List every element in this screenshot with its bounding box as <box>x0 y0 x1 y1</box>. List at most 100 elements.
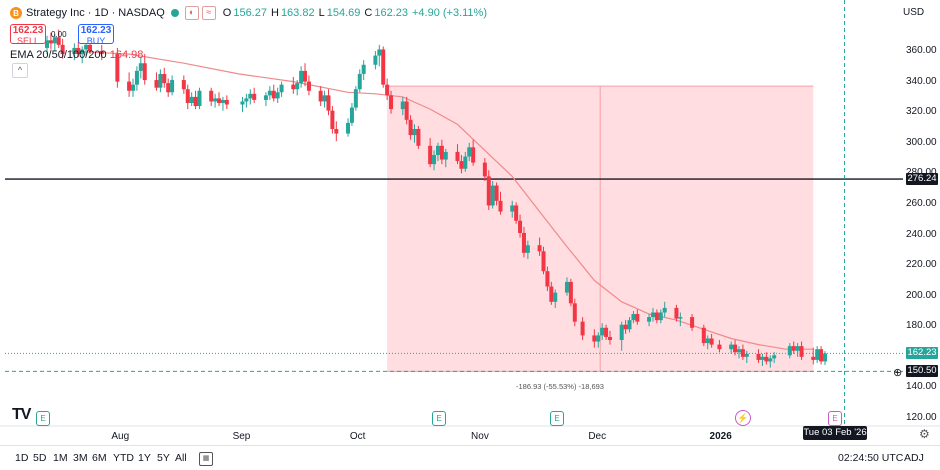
currency-selector[interactable]: USD <box>903 7 925 18</box>
sell-button[interactable]: 162.23 SELL <box>10 24 46 46</box>
timeframe-5d[interactable]: 5D <box>33 452 47 464</box>
bottom-toolbar: 1D 5D 1M 3M 6M YTD 1Y 5Y All ▦ 02:24:50 … <box>0 445 940 470</box>
timeframe-1y[interactable]: 1Y <box>138 452 151 464</box>
candle-body <box>52 37 57 44</box>
candle-body <box>658 312 663 321</box>
timeframe-ytd[interactable]: YTD <box>113 452 134 464</box>
candle-body <box>48 40 53 44</box>
candle-body <box>799 346 804 357</box>
candle-body <box>131 84 136 91</box>
candle-body <box>170 80 175 93</box>
candle-body <box>209 90 214 102</box>
price-tick-label: 300.00 <box>906 136 937 148</box>
candle-body <box>541 251 546 272</box>
candle-body <box>252 93 257 100</box>
candle-body <box>330 110 335 129</box>
candle-body <box>787 346 792 356</box>
candle-body <box>267 90 272 96</box>
candle-body <box>498 200 503 212</box>
candle-body <box>650 312 655 318</box>
candle-body <box>346 122 351 134</box>
candle-body <box>361 64 366 74</box>
candle-body <box>510 205 515 212</box>
last-price-tag: 162.23 <box>906 347 938 360</box>
upcoming-earnings-icon[interactable]: E <box>828 411 842 426</box>
timeframe-all[interactable]: All <box>175 452 187 464</box>
candle-body <box>217 98 222 103</box>
candle-body <box>819 349 824 362</box>
candle-body <box>99 51 104 55</box>
candle-body <box>439 145 444 160</box>
timeframe-3m[interactable]: 3M <box>73 452 88 464</box>
collapse-legend-icon[interactable]: ^ <box>12 63 28 78</box>
price-tick-label: 220.00 <box>906 259 937 271</box>
candle-body <box>322 95 327 102</box>
candle-body <box>138 63 143 71</box>
candle-body <box>709 338 714 345</box>
candle-body <box>306 81 311 91</box>
candle-body <box>729 344 734 350</box>
buy-price: 162.23 <box>80 25 112 36</box>
ema-legend[interactable]: EMA 20/50/100/200 164.98 <box>10 49 143 61</box>
candle-body <box>592 335 597 342</box>
candle-body <box>568 281 573 304</box>
measure-label: -186.93 (-55.53%) -18,693 <box>516 382 604 391</box>
line-price-tag: 276.24 <box>906 173 938 186</box>
candle-body <box>213 98 218 102</box>
candle-body <box>494 185 499 201</box>
price-tick-label: 180.00 <box>906 320 937 332</box>
candle-body <box>349 107 354 123</box>
price-tick-label: 360.00 <box>906 45 937 56</box>
utc-clock[interactable]: 02:24:50 UTC <box>838 452 904 464</box>
price-tick-label: 120.00 <box>906 412 937 423</box>
candle-body <box>772 355 777 359</box>
candle-body <box>463 156 468 169</box>
candle-body <box>80 49 85 55</box>
tradingview-logo-icon[interactable]: TV <box>12 406 31 423</box>
price-tick-label: 340.00 <box>906 75 937 87</box>
candle-body <box>185 89 190 103</box>
calendar-icon[interactable]: ▦ <box>199 452 213 466</box>
buy-button[interactable]: 162.23 BUY <box>78 24 114 46</box>
low-label: L <box>318 7 325 19</box>
candle-body <box>701 327 706 344</box>
symbol-title[interactable]: Strategy Inc · 1D · NASDAQ <box>26 7 165 19</box>
timeframe-1m[interactable]: 1M <box>53 452 68 464</box>
candle-body <box>553 292 558 302</box>
candle-body <box>162 73 167 84</box>
candle-body <box>193 96 198 107</box>
candle-body <box>572 303 577 322</box>
flag-icon[interactable]: ◐ <box>184 6 199 20</box>
candle-body <box>404 101 409 120</box>
candle-body <box>291 84 296 90</box>
candle-body <box>303 70 308 82</box>
timeframe-6m[interactable]: 6M <box>92 452 107 464</box>
close-label: C <box>364 7 373 19</box>
low-value: 154.69 <box>326 7 361 19</box>
compare-icon[interactable]: ≈ <box>201 6 216 20</box>
candle-body <box>705 338 710 344</box>
candle-body <box>736 349 741 353</box>
high-label: H <box>270 7 279 19</box>
earnings-event-icon[interactable]: E <box>36 411 50 426</box>
candle-body <box>318 90 323 102</box>
earnings-event-icon[interactable]: E <box>550 411 564 426</box>
earnings-event-icon[interactable]: E <box>432 411 446 426</box>
adjust-toggle[interactable]: ADJ <box>904 452 924 464</box>
candle-body <box>416 128 421 146</box>
price-tick-label: 240.00 <box>906 228 937 240</box>
timeframe-5y[interactable]: 5Y <box>157 452 170 464</box>
candle-body <box>295 83 300 90</box>
ema-value: 164.98 <box>109 49 144 61</box>
candle-body <box>764 356 769 362</box>
candle-body <box>381 49 386 85</box>
add-alert-icon[interactable]: ⊕ <box>893 367 903 379</box>
timeframe-1d[interactable]: 1D <box>15 452 29 464</box>
open-value: 156.27 <box>233 7 267 19</box>
candle-body <box>45 40 49 48</box>
gear-icon[interactable]: ⚙ <box>919 427 930 441</box>
dividend-event-icon[interactable]: ⚡ <box>735 410 751 426</box>
time-tick-label: 2026 <box>709 431 732 442</box>
candle-body <box>181 80 186 90</box>
